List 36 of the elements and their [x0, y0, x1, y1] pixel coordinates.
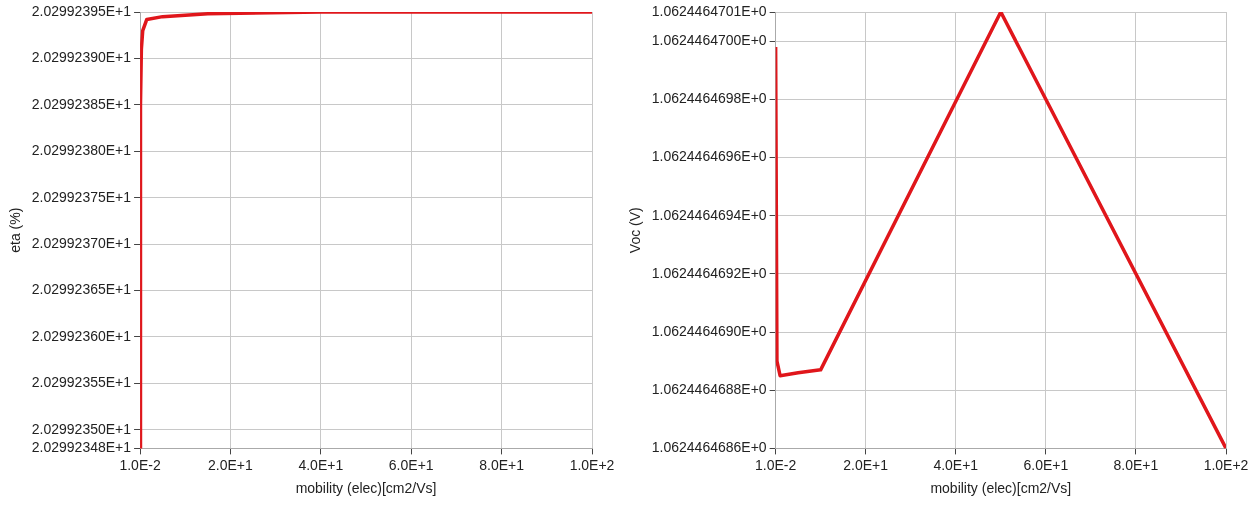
y-tick-label: 2.02992365E+1 [31, 281, 132, 298]
x-axis-title: mobility (elec)[cm2/Vs] [295, 480, 437, 497]
y-tick-label: 2.02992360E+1 [31, 327, 132, 344]
x-tick-label: 2.0E+1 [843, 456, 889, 473]
y-axis-title: eta (%) [7, 207, 24, 253]
x-tick-label: 6.0E+1 [1023, 456, 1069, 473]
y-tick-label: 2.02992390E+1 [31, 49, 132, 66]
y-tick-label: 1.0624464698E+0 [651, 90, 767, 107]
y-tick-label: 2.02992380E+1 [31, 142, 132, 159]
y-tick-label: 2.02992395E+1 [31, 2, 132, 19]
x-tick-label: 8.0E+1 [479, 456, 525, 473]
y-axis-title: Voc (V) [627, 207, 644, 254]
y-tick-label: 2.02992350E+1 [31, 420, 132, 437]
y-tick-label: 1.0624464688E+0 [651, 381, 767, 398]
y-tick-label: 2.02992375E+1 [31, 188, 132, 205]
y-tick-label: 1.0624464700E+0 [651, 31, 767, 48]
y-tick-label: 2.02992355E+1 [31, 374, 132, 391]
y-tick-label: 2.02992348E+1 [31, 439, 132, 456]
y-tick-label: 1.0624464694E+0 [651, 206, 767, 223]
x-tick-label: 1.0E-2 [119, 456, 161, 473]
y-tick-label: 1.0624464692E+0 [651, 264, 767, 281]
y-tick-label: 1.0624464690E+0 [651, 322, 767, 339]
x-tick-label: 1.0E+2 [1203, 456, 1249, 473]
y-tick-label: 1.0624464701E+0 [651, 2, 767, 19]
x-tick-label: 2.0E+1 [208, 456, 254, 473]
x-tick-label: 4.0E+1 [298, 456, 344, 473]
y-tick-label: 2.02992385E+1 [31, 95, 132, 112]
x-axis-title: mobility (elec)[cm2/Vs] [930, 480, 1072, 497]
x-tick-label: 1.0E+2 [569, 456, 615, 473]
y-tick-label: 1.0624464696E+0 [651, 148, 767, 165]
x-tick-label: 8.0E+1 [1113, 456, 1159, 473]
y-tick-label: 2.02992370E+1 [31, 234, 132, 251]
x-tick-label: 1.0E-2 [755, 456, 797, 473]
x-tick-label: 6.0E+1 [388, 456, 434, 473]
y-tick-label: 1.0624464686E+0 [651, 439, 767, 456]
x-tick-label: 4.0E+1 [933, 456, 979, 473]
